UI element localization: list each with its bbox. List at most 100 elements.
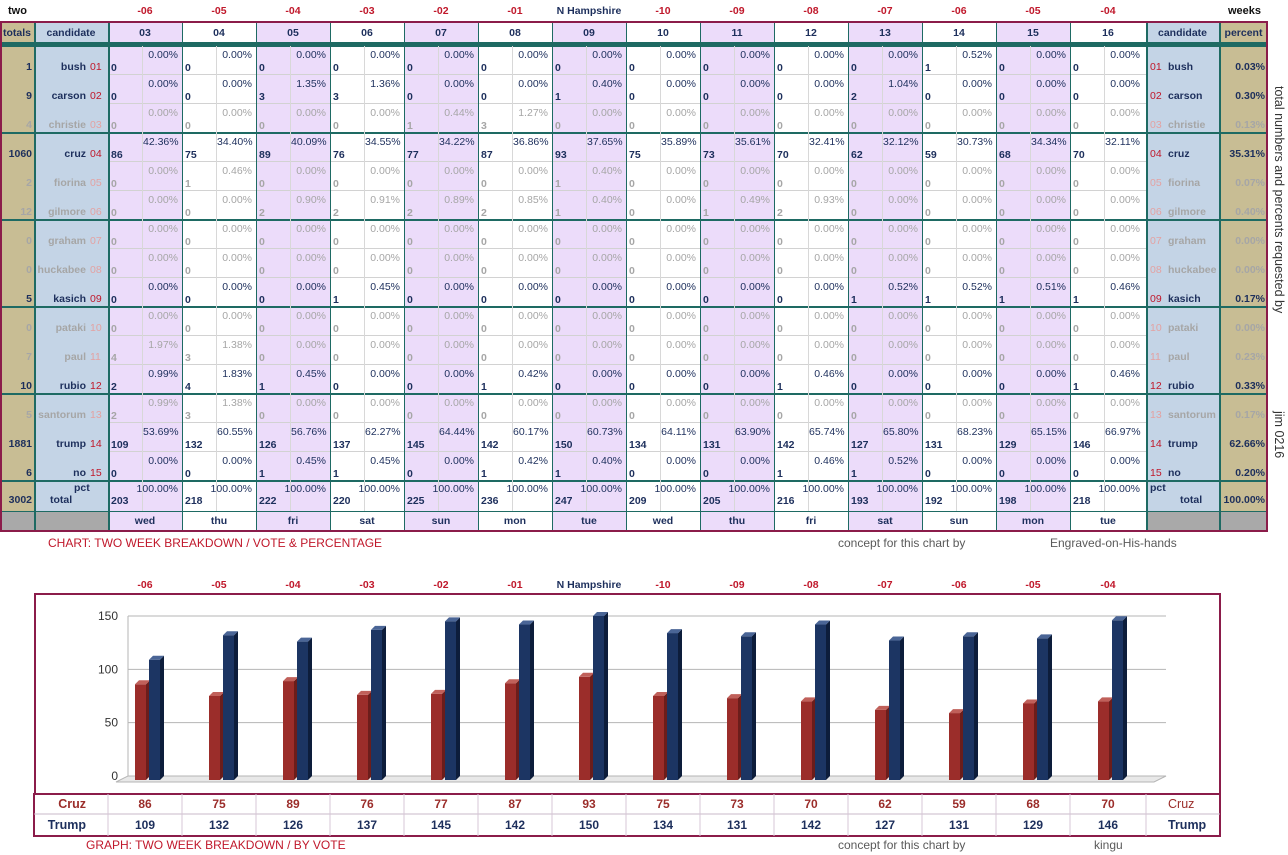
cell-percent: 0.00% xyxy=(370,49,400,61)
row-line xyxy=(108,45,1146,47)
trump-bar-top xyxy=(815,620,830,625)
cell-votes: 0 xyxy=(925,120,931,132)
cell-percent: 0.00% xyxy=(222,223,252,235)
candidate-number: 06 xyxy=(90,206,102,218)
cell-votes: 0 xyxy=(555,120,561,132)
cell-votes: 0 xyxy=(333,62,339,74)
weekday-label: fri xyxy=(287,515,299,527)
candidate-total: 1060 xyxy=(8,148,32,160)
cell-percent: 37.65% xyxy=(587,136,623,148)
total-cell-percent: 100.00% xyxy=(1098,483,1140,495)
cell-percent: 0.93% xyxy=(814,194,844,206)
weekday-label: thu xyxy=(210,515,228,527)
trump-bar-top xyxy=(297,637,312,642)
subcol-line xyxy=(364,46,365,511)
cell-votes: 0 xyxy=(111,323,117,335)
col-line xyxy=(1070,21,1071,530)
cell-percent: 0.00% xyxy=(1110,455,1140,467)
trump-bar xyxy=(297,641,308,780)
category-label: -08 xyxy=(803,579,818,591)
cell-votes: 0 xyxy=(925,323,931,335)
cell-votes: 0 xyxy=(999,410,1005,422)
candidate-name-right: christie xyxy=(1168,119,1206,131)
date-header: 04 xyxy=(213,27,225,39)
trump-value-label: 142 xyxy=(801,818,821,832)
cell-percent: 0.00% xyxy=(370,310,400,322)
cell-percent: 0.00% xyxy=(518,223,548,235)
weekday-label: sun xyxy=(431,515,451,527)
cell-percent: 0.00% xyxy=(1036,368,1066,380)
cell-votes: 0 xyxy=(259,178,265,190)
cell-percent: 0.00% xyxy=(740,397,770,409)
cell-votes: 0 xyxy=(703,294,709,306)
category-label: -09 xyxy=(729,579,744,591)
candidate-name: kasich xyxy=(53,293,86,305)
cell-percent: 0.40% xyxy=(592,165,622,177)
cell-percent: 66.97% xyxy=(1105,426,1141,438)
candidate-total: 7 xyxy=(26,351,32,363)
date-header: 08 xyxy=(509,27,521,39)
day-column-bg xyxy=(774,45,848,511)
side-author: jim 0216 xyxy=(1272,411,1286,459)
series-label-cruz-right: Cruz xyxy=(1168,797,1194,811)
date-header: 14 xyxy=(953,27,965,39)
cell-percent: 0.00% xyxy=(148,281,178,293)
cell-votes: 0 xyxy=(259,294,265,306)
cell-percent: 0.00% xyxy=(740,223,770,235)
total-cell-votes: 198 xyxy=(999,495,1017,507)
cell-percent: 1.35% xyxy=(296,78,326,90)
trump-bar-side xyxy=(900,636,904,780)
cell-votes: 0 xyxy=(481,410,487,422)
trump-bar-side xyxy=(308,637,312,780)
cruz-bar xyxy=(579,676,590,780)
col-line xyxy=(34,21,36,530)
cell-percent: 0.00% xyxy=(296,49,326,61)
date-cell-bg xyxy=(1070,21,1146,42)
cell-votes: 0 xyxy=(703,178,709,190)
candidate-total: 1 xyxy=(26,61,32,73)
cell-votes: 150 xyxy=(555,439,573,451)
weekday-cell-bg xyxy=(256,512,330,530)
cell-percent: 0.00% xyxy=(296,252,326,264)
category-label: -05 xyxy=(1025,579,1040,591)
cell-votes: 2 xyxy=(407,207,413,219)
cell-votes: 0 xyxy=(111,236,117,248)
trump-bar-top xyxy=(445,617,460,622)
subcol-line xyxy=(586,46,587,511)
cell-percent: 60.55% xyxy=(217,426,253,438)
category-label: -05 xyxy=(211,579,226,591)
cell-votes: 75 xyxy=(185,149,197,161)
cell-percent: 0.00% xyxy=(666,252,696,264)
cell-votes: 0 xyxy=(925,236,931,248)
graph-credit-label: concept for this chart by xyxy=(838,838,966,852)
cell-votes: 0 xyxy=(185,207,191,219)
candidate-percent: 0.03% xyxy=(1235,61,1265,73)
cell-percent: 0.44% xyxy=(444,107,474,119)
cell-votes: 0 xyxy=(925,410,931,422)
trump-value-label: 109 xyxy=(135,818,155,832)
total-cell-votes: 247 xyxy=(555,495,573,507)
row-line xyxy=(108,364,1146,365)
total-cell-percent: 100.00% xyxy=(506,483,548,495)
cell-percent: 40.09% xyxy=(291,136,327,148)
cell-votes: 0 xyxy=(703,323,709,335)
cell-percent: 0.00% xyxy=(222,281,252,293)
cell-votes: 1 xyxy=(481,468,487,480)
candidate-number-right: 06 xyxy=(1150,206,1162,218)
candidate-number: 15 xyxy=(90,467,102,479)
candidate-number-right: 07 xyxy=(1150,235,1162,247)
cell-percent: 0.00% xyxy=(444,281,474,293)
row-line-left xyxy=(0,45,108,47)
trump-bar xyxy=(1037,638,1048,780)
cruz-bar xyxy=(653,696,664,780)
candidate-percent: 35.31% xyxy=(1229,148,1265,160)
cell-percent: 0.00% xyxy=(740,281,770,293)
cell-votes: 2 xyxy=(333,207,339,219)
day-offset-label: -06 xyxy=(951,5,967,17)
date-header: 13 xyxy=(879,27,891,39)
cell-percent: 0.00% xyxy=(444,165,474,177)
cruz-value-label: 59 xyxy=(952,797,966,811)
candidate-percent: 0.40% xyxy=(1235,206,1265,218)
subcol-line xyxy=(512,46,513,511)
category-label: -02 xyxy=(433,579,448,591)
